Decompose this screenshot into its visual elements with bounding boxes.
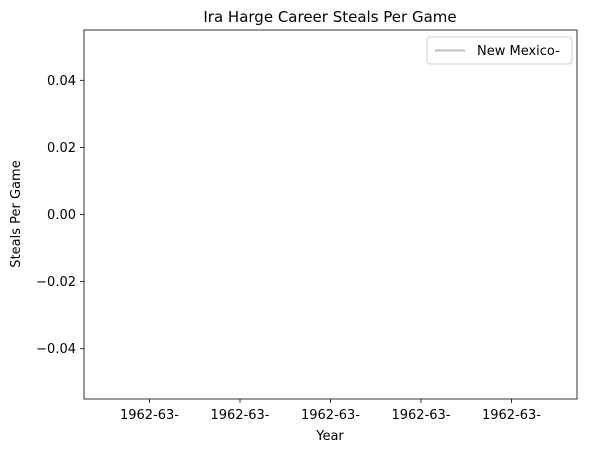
y-axis-ticks: −0.04 −0.02 0.00 0.02 0.04: [36, 74, 84, 357]
y-tick-label: −0.04: [36, 342, 76, 357]
legend-label: New Mexico-: [477, 44, 560, 59]
chart-title: Ira Harge Career Steals Per Game: [203, 8, 456, 26]
y-axis-label: Steals Per Game: [9, 160, 24, 267]
y-tick-label: 0.00: [47, 208, 76, 223]
x-tick-label: 1962-63-: [482, 408, 541, 423]
x-tick-label: 1962-63-: [210, 408, 269, 423]
x-axis-ticks: 1962-63- 1962-63- 1962-63- 1962-63- 1962-63-: [120, 399, 541, 423]
legend-box: [426, 36, 573, 65]
y-tick-label: 0.02: [47, 141, 76, 156]
x-axis-label: Year: [315, 429, 344, 444]
legend: New Mexico-: [426, 36, 573, 65]
y-tick-label: −0.02: [36, 275, 76, 290]
x-tick-label: 1962-63-: [120, 408, 179, 423]
x-tick-label: 1962-63-: [301, 408, 360, 423]
plot-area: [83, 29, 578, 400]
x-tick-label: 1962-63-: [391, 408, 450, 423]
y-tick-label: 0.04: [47, 74, 76, 89]
